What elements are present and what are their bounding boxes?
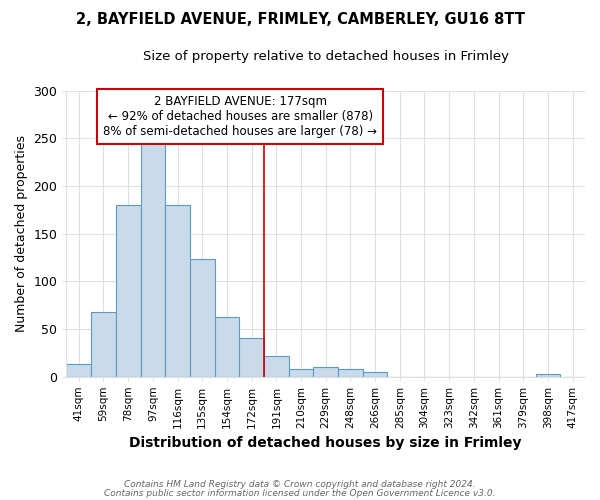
Bar bbox=[264, 356, 289, 376]
Bar bbox=[215, 318, 239, 376]
X-axis label: Distribution of detached houses by size in Frimley: Distribution of detached houses by size … bbox=[130, 436, 522, 450]
Text: Contains public sector information licensed under the Open Government Licence v3: Contains public sector information licen… bbox=[104, 490, 496, 498]
Bar bbox=[67, 364, 91, 376]
Bar bbox=[239, 338, 264, 376]
Bar bbox=[91, 312, 116, 376]
Bar bbox=[363, 372, 388, 376]
Bar bbox=[165, 205, 190, 376]
Y-axis label: Number of detached properties: Number of detached properties bbox=[15, 135, 28, 332]
Bar bbox=[190, 260, 215, 376]
Text: 2 BAYFIELD AVENUE: 177sqm
← 92% of detached houses are smaller (878)
8% of semi-: 2 BAYFIELD AVENUE: 177sqm ← 92% of detac… bbox=[103, 95, 377, 138]
Text: 2, BAYFIELD AVENUE, FRIMLEY, CAMBERLEY, GU16 8TT: 2, BAYFIELD AVENUE, FRIMLEY, CAMBERLEY, … bbox=[76, 12, 524, 28]
Bar bbox=[289, 369, 313, 376]
Bar bbox=[536, 374, 560, 376]
Title: Size of property relative to detached houses in Frimley: Size of property relative to detached ho… bbox=[143, 50, 509, 63]
Bar bbox=[140, 143, 165, 376]
Bar bbox=[338, 369, 363, 376]
Bar bbox=[313, 367, 338, 376]
Bar bbox=[116, 205, 140, 376]
Text: Contains HM Land Registry data © Crown copyright and database right 2024.: Contains HM Land Registry data © Crown c… bbox=[124, 480, 476, 489]
